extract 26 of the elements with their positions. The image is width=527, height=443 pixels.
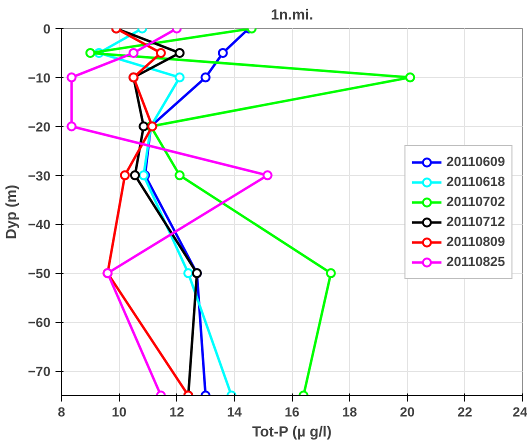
x-tick-label: 18 [342, 404, 358, 420]
y-axis-title: Dyp (m) [4, 184, 20, 240]
x-tick-label: 10 [112, 404, 127, 420]
legend-label: 20110825 [446, 254, 505, 269]
legend-label: 20110609 [446, 154, 505, 169]
chart-title: 1n.mi. [270, 8, 314, 24]
x-tick-label: 22 [457, 404, 472, 420]
legend-label: 20110702 [446, 194, 505, 209]
legend-label: 20110809 [446, 234, 505, 249]
y-tick-label: 0 [43, 22, 51, 36]
y-tick-label: −50 [28, 266, 50, 282]
x-tick-label: 12 [169, 404, 184, 420]
x-tick-label: 20 [400, 404, 415, 420]
y-tick-label: −70 [28, 364, 50, 380]
x-tick-label: 16 [284, 404, 300, 420]
y-tick-label: −60 [28, 315, 50, 330]
y-tick-label: −40 [28, 217, 50, 232]
y-tick-label: −30 [28, 168, 50, 184]
legend-label: 20110618 [446, 174, 505, 189]
legend-label: 20110712 [446, 214, 505, 229]
x-tick-label: 8 [58, 404, 66, 420]
x-tick-label: 14 [226, 404, 242, 420]
x-tick-label: 24 [512, 404, 527, 420]
x-axis-title: Tot-P (µ g/l) [252, 424, 332, 440]
y-tick-label: −10 [28, 70, 50, 86]
y-tick-label: −20 [28, 119, 50, 134]
